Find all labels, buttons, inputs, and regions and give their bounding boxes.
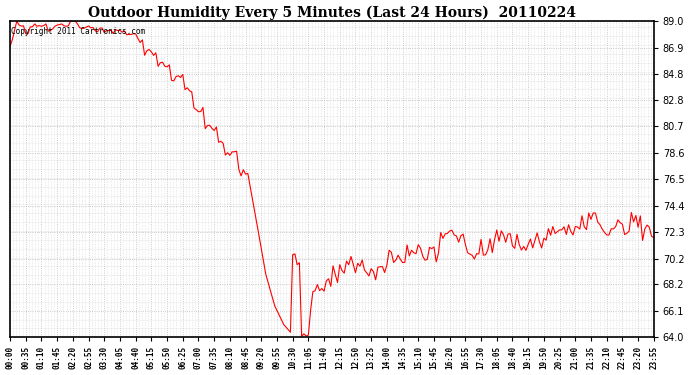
Title: Outdoor Humidity Every 5 Minutes (Last 24 Hours)  20110224: Outdoor Humidity Every 5 Minutes (Last 2… [88,6,576,20]
Text: Copyright 2011 Cartronics.com: Copyright 2011 Cartronics.com [11,27,146,36]
